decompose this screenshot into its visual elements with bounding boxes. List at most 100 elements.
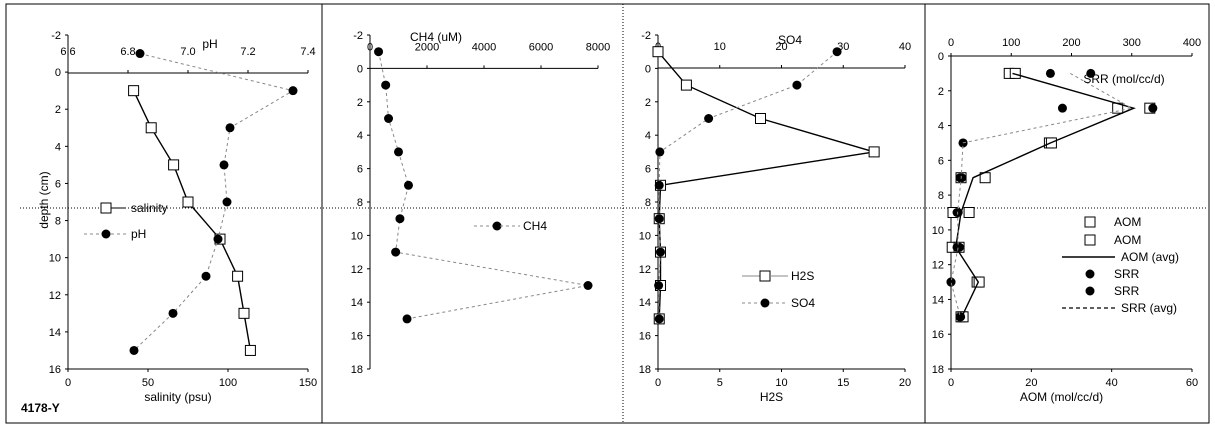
data-point-ph — [288, 86, 298, 96]
legend-marker-srr — [1085, 286, 1095, 296]
data-point-so4 — [654, 214, 664, 224]
x-top-tick-label: 7.2 — [240, 46, 255, 58]
x-top-tick-label: 10 — [714, 41, 726, 53]
data-point-ph — [201, 271, 211, 281]
y-tick-label: 6 — [645, 164, 651, 176]
legend-label-ph: pH — [131, 227, 146, 241]
x-bottom-tick-label: 5 — [717, 377, 723, 389]
data-point-ch4 — [384, 114, 394, 123]
x-bottom-axis-label: AOM (mol/cc/d) — [1020, 390, 1103, 404]
x-top-tick-label: 0 — [948, 37, 954, 49]
y-tick-label: 10 — [351, 230, 363, 242]
data-point-so4 — [654, 180, 664, 190]
x-bottom-tick-label: 0 — [65, 377, 71, 389]
data-point-ch4 — [403, 180, 413, 190]
y-tick-label: 12 — [639, 264, 651, 276]
y-tick-label: 10 — [639, 230, 651, 242]
x-top-axis-label: pH — [202, 37, 217, 51]
data-point-aom — [973, 276, 985, 288]
y-tick-label: 2 — [938, 86, 944, 98]
y-tick-label: 18 — [639, 364, 651, 376]
x-top-tick-label: 200 — [1062, 37, 1080, 49]
data-point-ph — [135, 49, 145, 59]
y-tick-label: 16 — [351, 331, 363, 343]
data-point-so4 — [654, 281, 664, 290]
x-top-tick-label: 0 — [367, 41, 373, 53]
data-point-h2s — [680, 79, 692, 91]
x-top-tick-label: 7.0 — [180, 46, 195, 58]
y-tick-label: 2 — [645, 97, 651, 109]
y-tick-label: 12 — [49, 290, 61, 302]
x-top-axis-label: SRR (mol/cc/d) — [1083, 72, 1164, 86]
y-tick-label: 0 — [938, 51, 944, 63]
data-point-ph — [225, 123, 235, 133]
data-point-h2s — [755, 113, 767, 124]
legend-marker-srr — [1085, 269, 1095, 279]
x-top-tick-label: 20 — [775, 41, 787, 53]
series-line-aom-avg- — [955, 72, 1136, 318]
legend-label-ch4: CH4 — [523, 219, 547, 233]
data-point-srr — [1057, 103, 1067, 113]
data-point-ph — [168, 308, 178, 318]
data-point-ch4 — [583, 281, 593, 290]
y-tick-label: 14 — [351, 297, 363, 309]
x-bottom-tick-label: 60 — [1186, 377, 1198, 389]
x-top-tick-label: 8000 — [586, 41, 610, 53]
x-bottom-tick-label: 10 — [775, 377, 787, 389]
data-point-ph — [222, 197, 232, 207]
y-tick-label: 18 — [932, 364, 944, 376]
data-point-srr — [1045, 68, 1055, 78]
y-tick-label: 2 — [357, 97, 363, 109]
y-tick-label: 18 — [351, 364, 363, 376]
data-point-so4 — [655, 247, 665, 257]
x-bottom-tick-label: 50 — [142, 377, 154, 389]
data-point-ph — [219, 160, 229, 170]
data-point-so4 — [655, 147, 665, 157]
figure-frame — [5, 3, 1210, 424]
x-bottom-tick-label: 20 — [899, 377, 911, 389]
y-tick-label: 4 — [55, 141, 61, 153]
data-point-srr — [1148, 103, 1158, 113]
legend-marker-salinity — [100, 202, 112, 214]
data-point-ch4 — [374, 47, 384, 57]
legend-label-aom: AOM — [1114, 233, 1141, 247]
y-tick-label: -2 — [353, 30, 363, 42]
legend-marker-so4 — [760, 298, 770, 308]
legend-marker-aom — [1084, 234, 1096, 246]
data-point-salinity — [244, 344, 256, 356]
series-line-ph — [133, 53, 295, 351]
y-tick-label: 4 — [357, 130, 363, 142]
y-tick-label: 16 — [49, 364, 61, 376]
data-point-ch4 — [391, 247, 401, 257]
y-tick-label: 6 — [938, 155, 944, 167]
x-top-tick-label: 7.4 — [300, 46, 315, 58]
legend-marker-ph — [101, 229, 111, 239]
data-point-salinity — [232, 270, 244, 282]
x-top-tick-label: 6.6 — [60, 46, 75, 58]
legend-label-aom-avg: AOM (avg) — [1121, 250, 1179, 264]
y-tick-label: 6 — [357, 164, 363, 176]
x-top-tick-label: 100 — [1002, 37, 1020, 49]
legend-marker-ch4 — [492, 221, 502, 231]
x-top-tick-label: 40 — [899, 41, 911, 53]
y-tick-label: 16 — [932, 329, 944, 341]
y-tick-label: 14 — [639, 297, 651, 309]
y-tick-label: 0 — [645, 63, 651, 75]
core-label: 4178-Y — [21, 401, 60, 415]
x-bottom-tick-label: 150 — [299, 377, 317, 389]
x-bottom-tick-label: 100 — [219, 377, 237, 389]
data-point-ch4 — [394, 147, 403, 157]
series-line-salinity — [132, 90, 252, 351]
x-bottom-tick-label: 0 — [948, 377, 954, 389]
data-point-ch4 — [381, 80, 391, 90]
x-top-axis-label: CH4 (uM) — [410, 30, 462, 44]
data-point-srr — [957, 173, 967, 183]
y-tick-label: 14 — [49, 327, 61, 339]
data-point-so4 — [704, 114, 714, 123]
legend-label-salinity: salinity — [131, 201, 168, 215]
y-tick-label: 8 — [357, 197, 363, 209]
y-tick-label: 12 — [932, 260, 944, 272]
y-axis-label: depth (cm) — [37, 171, 51, 228]
y-tick-label: 8 — [938, 190, 944, 202]
y-tick-label: 2 — [55, 104, 61, 116]
